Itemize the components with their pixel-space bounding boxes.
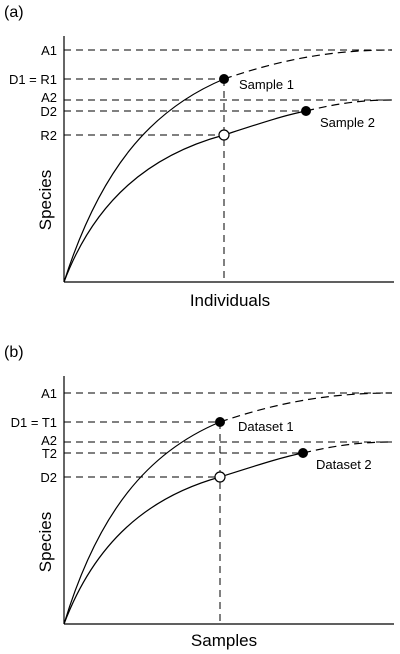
panel-a-x-title: Individuals: [190, 291, 270, 310]
panel-b-curve-1-solid: [63, 421, 221, 625]
panel-a-point-sample-2: [301, 106, 311, 116]
panel-a-tick-a2: A2: [41, 90, 57, 105]
panel-a-tick-d2: D2: [40, 104, 57, 119]
panel-b-tick-a2: A2: [41, 433, 57, 448]
panel-b-tick-a1: A1: [41, 386, 57, 401]
panel-b-point-dataset-2: [298, 448, 308, 458]
panel-a-tick-r2: R2: [40, 128, 57, 143]
panel-a-point-rarefied: [218, 129, 230, 141]
panel-b-curve-1-label: Dataset 1: [238, 419, 294, 434]
panel-b-point-rarefied: [214, 471, 226, 483]
panel-a-tick-d1: D1 = R1: [9, 72, 57, 87]
panel-b-curve-1-extrapolated: [219, 392, 393, 423]
panel-a-curve-2-extrapolated: [305, 99, 393, 112]
panel-a-point-sample-1: [219, 74, 229, 84]
panel-a-y-title: Species: [36, 170, 55, 230]
panel-a: (a) A1 D1 = R1 A2 D2 R2 Sample 1: [4, 4, 394, 310]
panel-b-label: (b): [4, 344, 24, 361]
panel-b-tick-t2: T2: [42, 446, 57, 461]
panel-b-curve-2-extrapolated: [302, 441, 393, 454]
panel-a-curve-1-solid: [63, 78, 225, 283]
panel-a-tick-a1: A1: [41, 43, 57, 58]
panel-b-tick-d2: D2: [40, 470, 57, 485]
panel-a-label: (a): [4, 4, 24, 21]
panel-a-curve-2-solid: [63, 110, 307, 283]
panel-b-curve-2-solid: [63, 452, 304, 625]
panel-a-curve-1-label: Sample 1: [239, 77, 294, 92]
panel-b-y-title: Species: [36, 512, 55, 572]
panel-b-point-dataset-1: [215, 417, 225, 427]
panel-b: (b) A1 D1 = T1 A2 T2 D2 Dataset 1: [4, 344, 394, 650]
panel-a-curve-2-label: Sample 2: [320, 115, 375, 130]
panel-b-tick-d1: D1 = T1: [11, 415, 57, 430]
panel-b-x-title: Samples: [191, 631, 257, 650]
panel-b-curve-2-label: Dataset 2: [316, 457, 372, 472]
panel-a-curve-1-extrapolated: [223, 49, 393, 80]
